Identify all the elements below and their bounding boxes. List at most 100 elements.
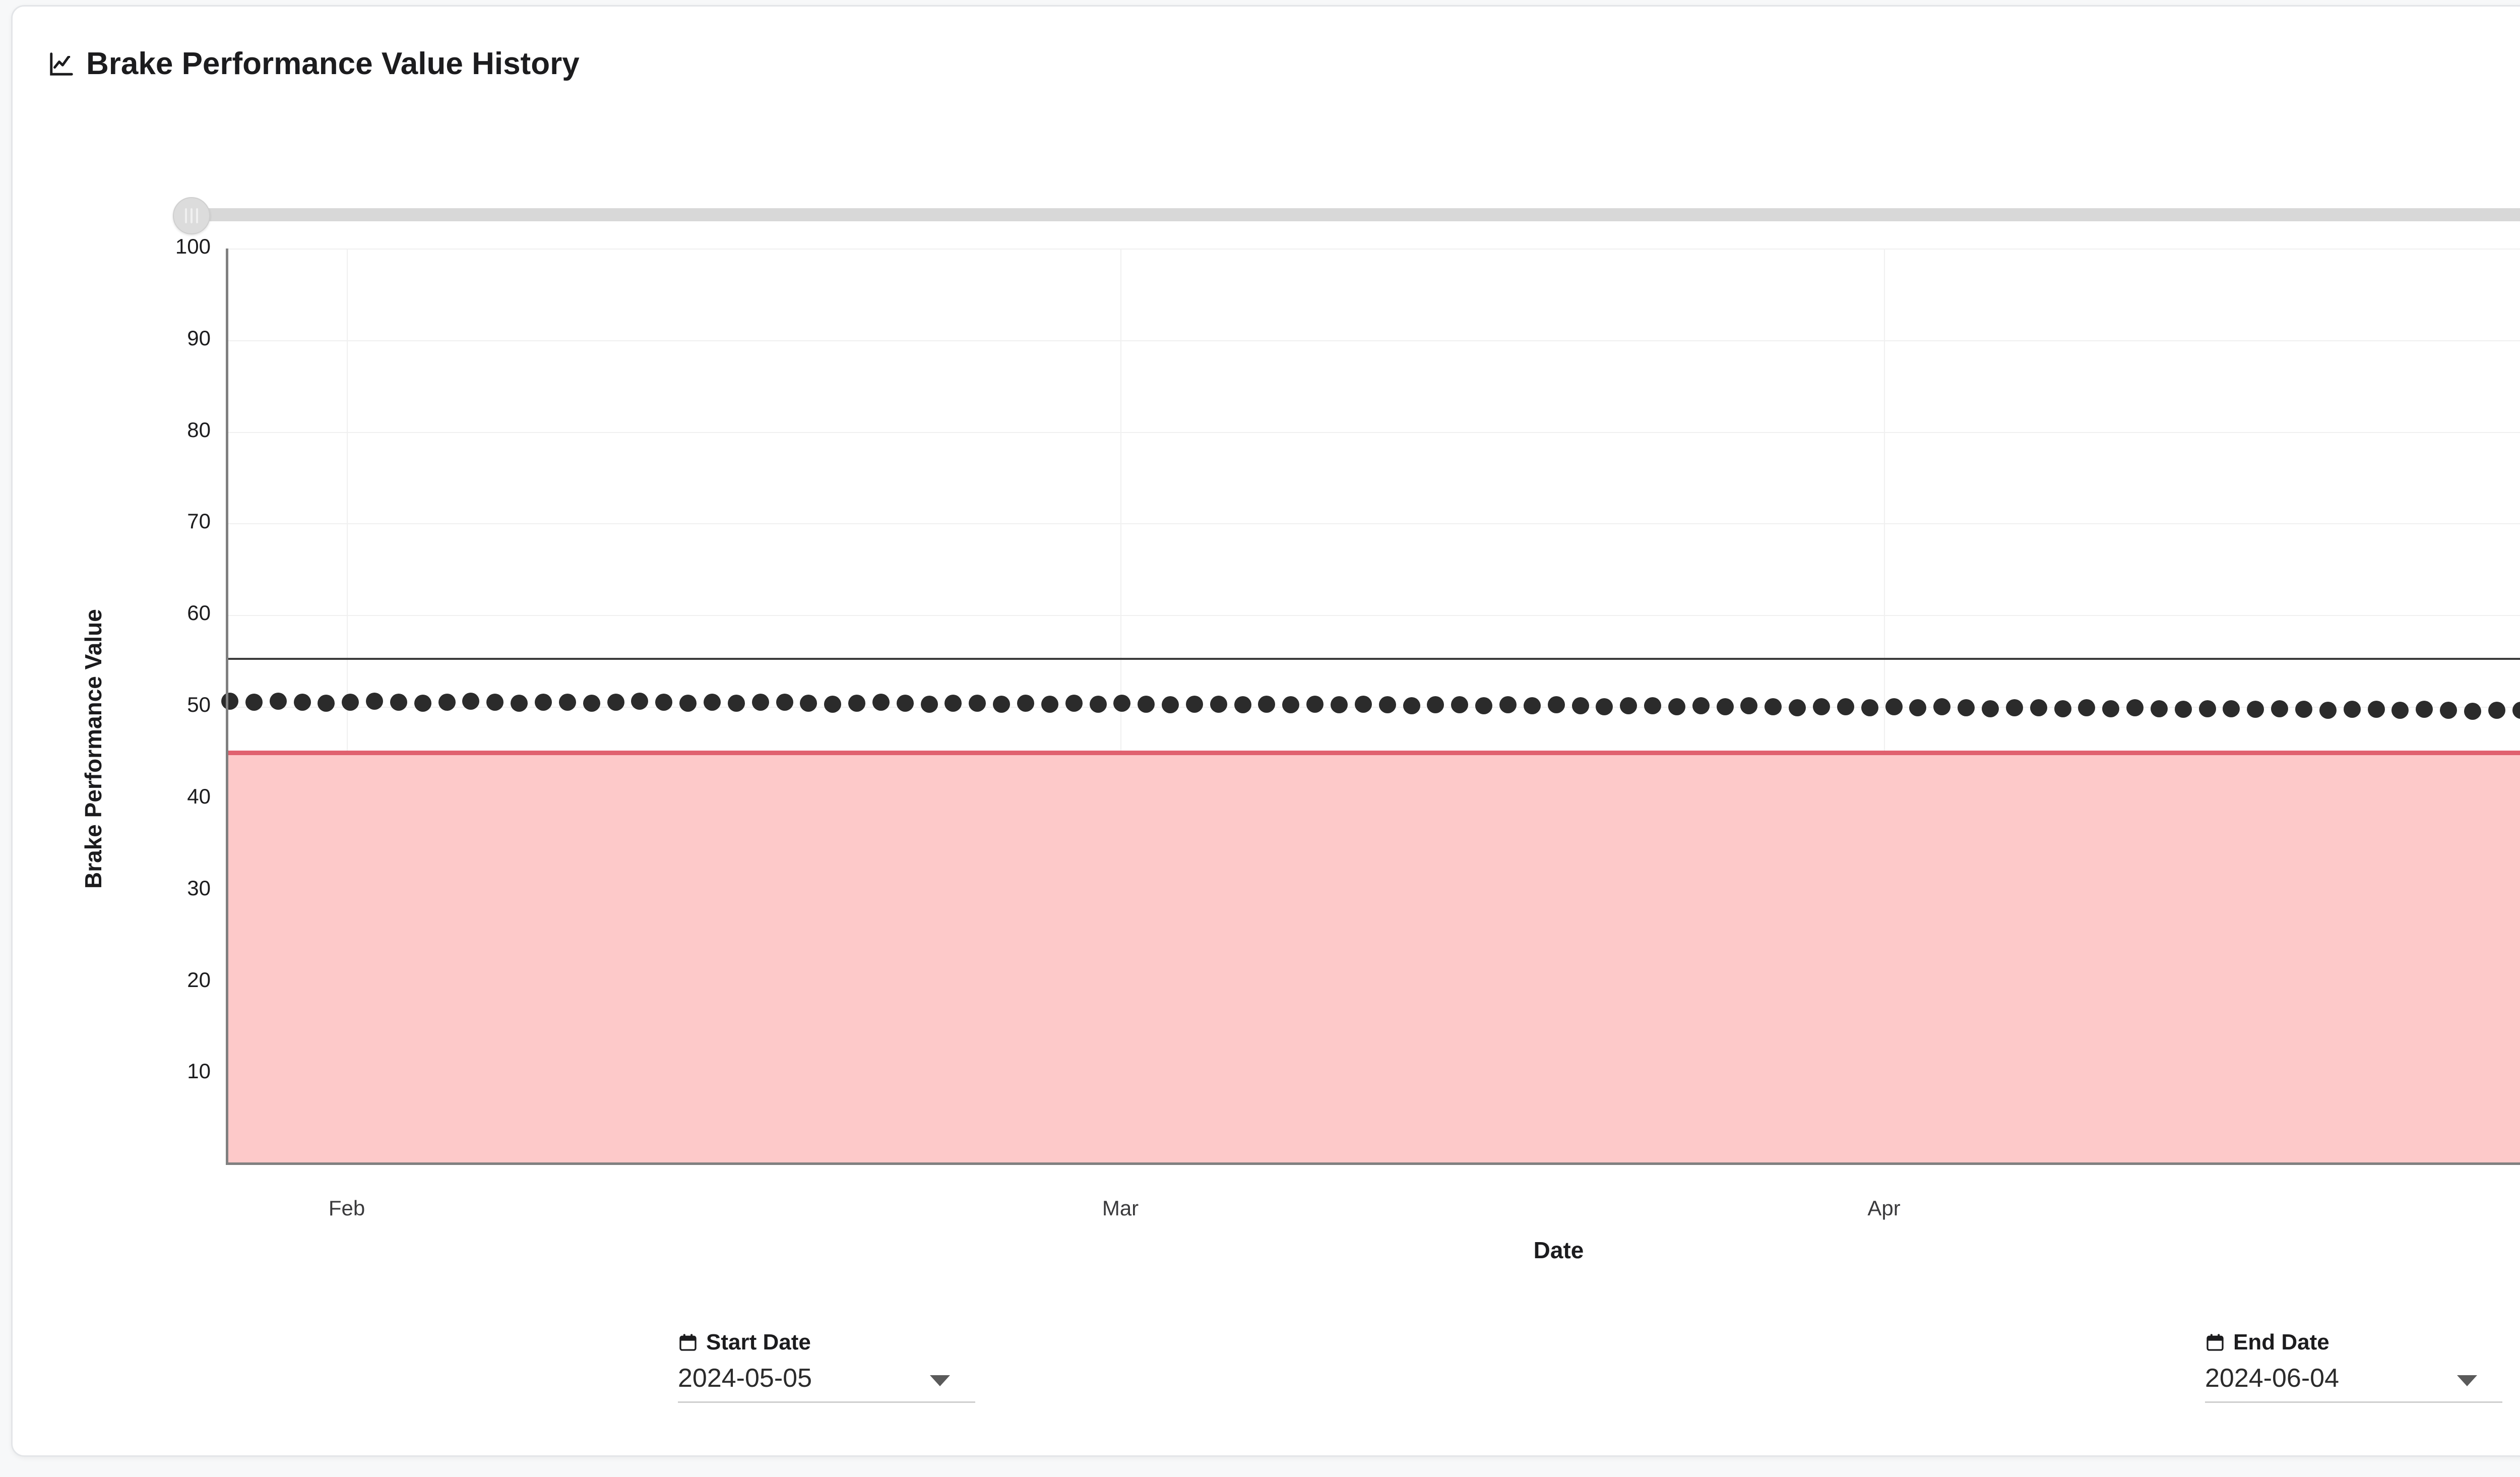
series-dot[interactable] [1765,698,1782,715]
series-dot[interactable] [1234,696,1251,714]
series-dot[interactable] [1837,698,1854,715]
series-dot[interactable] [2102,700,2120,717]
series-dot[interactable] [1451,696,1469,714]
series-dot[interactable] [2247,701,2264,718]
series-dot[interactable] [245,693,263,711]
start-date-value[interactable]: 2024-05-05 [678,1364,812,1393]
series-dot[interactable] [1668,698,1685,715]
series-dot[interactable] [800,694,817,712]
series-dot[interactable] [1813,698,1831,715]
series-dot[interactable] [414,694,431,712]
series-dot[interactable] [751,693,769,711]
chevron-down-icon[interactable] [2457,1375,2477,1386]
series-dot[interactable] [2512,702,2520,719]
series-dot[interactable] [944,694,962,712]
series-dot[interactable] [2416,701,2433,718]
series-dot[interactable] [342,693,359,711]
series-dot[interactable] [269,693,287,710]
series-dot[interactable] [1885,698,1903,715]
series-dot[interactable] [1499,696,1517,714]
series-dot[interactable] [1861,699,1878,716]
series-dot[interactable] [1258,695,1276,713]
series-dot[interactable] [1065,694,1083,712]
series-dot[interactable] [655,693,673,711]
series-dot[interactable] [1933,698,1951,715]
series-dot[interactable] [1475,697,1493,715]
series-dot[interactable] [1909,699,1927,716]
series-dot[interactable] [2440,702,2458,719]
series-dot[interactable] [1644,697,1662,715]
chart-plot-area[interactable]: Brakes Serviced 1 100 90 80 70 60 50 40 … [80,234,2520,1220]
series-dot[interactable] [2319,702,2337,719]
series-dot[interactable] [1282,696,1300,714]
series-dot[interactable] [2005,699,2023,716]
series-dot[interactable] [2150,700,2168,717]
start-date-field[interactable]: 2024-05-05 [678,1363,975,1403]
series-dot[interactable] [221,693,238,710]
series-dot[interactable] [1378,696,1396,714]
series-dot[interactable] [462,693,480,710]
series-dot[interactable] [824,695,842,713]
series-dot[interactable] [1958,699,1975,716]
start-date-picker[interactable]: Start Date 2024-05-05 [678,1330,975,1403]
series-dot[interactable] [727,694,745,712]
series-dot[interactable] [293,693,311,711]
series-dot[interactable] [1354,695,1372,713]
series-dot[interactable] [486,693,504,711]
series-dot[interactable] [535,693,552,711]
series-dot[interactable] [366,693,384,710]
series-dot[interactable] [1740,697,1758,715]
series-dot[interactable] [2391,702,2409,719]
series-dot[interactable] [1041,695,1058,713]
range-slider[interactable] [173,197,2520,234]
series-dot[interactable] [2488,702,2505,719]
series-dot[interactable] [2295,701,2312,718]
end-date-field[interactable]: 2024-06-04 [2205,1363,2502,1403]
series-dot[interactable] [607,693,624,711]
series-dot[interactable] [2367,701,2385,718]
series-dot[interactable] [1596,698,1613,715]
series-dot[interactable] [2198,700,2216,717]
series-dot[interactable] [1547,696,1565,714]
series-dot[interactable] [2030,699,2047,716]
series-dot[interactable] [583,694,600,712]
series-dot[interactable] [1789,699,1806,716]
series-dot[interactable] [558,693,576,711]
series-dot[interactable] [896,694,914,712]
series-dot[interactable] [1185,695,1203,713]
series-dot[interactable] [1403,697,1420,715]
end-date-picker[interactable]: End Date 2024-06-04 [2205,1330,2502,1403]
series-dot[interactable] [2464,703,2481,720]
series-dot[interactable] [920,695,938,713]
series-dot[interactable] [969,694,986,712]
series-dot[interactable] [1523,697,1541,715]
series-dot[interactable] [318,694,335,712]
series-dot[interactable] [1692,697,1710,715]
chevron-down-icon[interactable] [930,1375,950,1386]
series-dot[interactable] [2343,701,2361,718]
series-dot[interactable] [776,693,793,711]
series-dot[interactable] [1716,698,1734,715]
series-dot[interactable] [1113,694,1131,712]
series-dot[interactable] [2078,699,2096,716]
series-dot[interactable] [390,693,407,711]
series-dot[interactable] [1017,694,1034,712]
series-dot[interactable] [1427,696,1444,714]
series-dot[interactable] [1089,695,1107,713]
series-dot[interactable] [1138,695,1155,713]
series-dot[interactable] [2054,700,2071,717]
series-dot[interactable] [679,694,697,712]
series-dot[interactable] [1981,700,1999,717]
series-dot[interactable] [2126,699,2144,716]
range-slider-left-handle[interactable] [173,197,210,234]
series-dot[interactable] [511,694,528,712]
series-dot[interactable] [2223,700,2240,717]
series-dot[interactable] [1210,695,1227,713]
series-dot[interactable] [1162,696,1179,714]
series-dot[interactable] [993,695,1011,713]
series-dot[interactable] [2174,701,2192,718]
series-dot[interactable] [1331,696,1348,714]
series-dot[interactable] [438,693,456,711]
range-slider-track[interactable] [194,208,2520,221]
series-dot[interactable] [2271,700,2289,717]
